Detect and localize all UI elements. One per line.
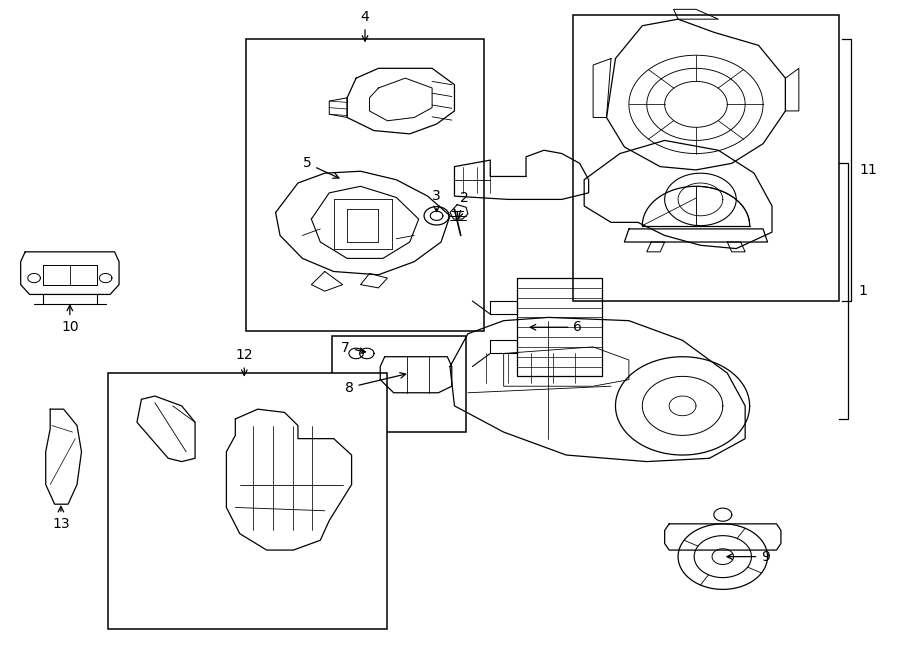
Text: 12: 12 bbox=[236, 348, 253, 375]
Text: 1: 1 bbox=[859, 284, 868, 298]
Text: 7: 7 bbox=[341, 340, 365, 354]
Text: 11: 11 bbox=[860, 163, 878, 177]
Bar bbox=[573, 15, 839, 301]
Text: 6: 6 bbox=[530, 320, 582, 334]
Text: 9: 9 bbox=[727, 550, 770, 564]
Bar bbox=[246, 39, 484, 330]
Bar bbox=[332, 336, 466, 432]
Text: 10: 10 bbox=[61, 305, 78, 334]
Text: 13: 13 bbox=[52, 506, 69, 531]
Bar bbox=[108, 373, 387, 629]
Text: 3: 3 bbox=[432, 189, 441, 212]
Text: 5: 5 bbox=[302, 157, 339, 178]
Text: 4: 4 bbox=[361, 10, 369, 41]
Text: 2: 2 bbox=[457, 191, 469, 218]
Text: 8: 8 bbox=[345, 373, 406, 395]
